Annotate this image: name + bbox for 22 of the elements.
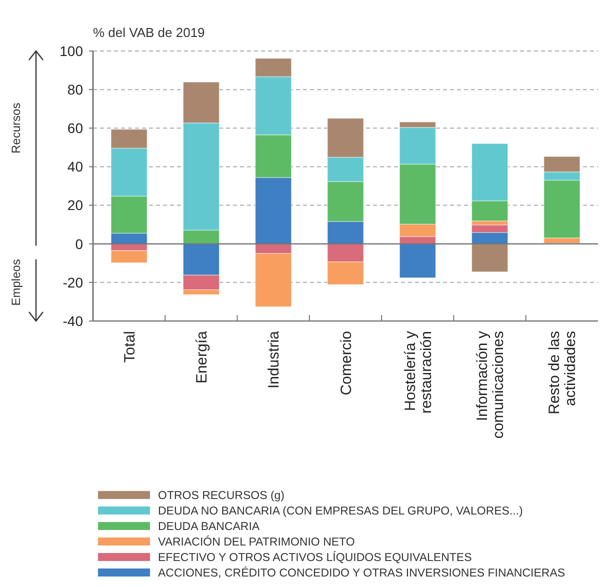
text: Empleos <box>9 259 23 306</box>
x-tick-label: Comercio <box>338 331 355 396</box>
legend-label: DEUDA NO BANCARIA (CON EMPRESAS DEL GRUPO, VALORES...) <box>158 506 524 518</box>
x-tick-label: Total <box>121 331 138 363</box>
legend-label: VARIACIÓN DEL PATRIMONIO NETO <box>158 536 355 549</box>
y-tick-label: -20 <box>62 274 84 290</box>
legend-label: DEUDA BANCARIA <box>158 521 260 534</box>
x-tick-label: Hostelería y restauración <box>402 330 435 414</box>
y-axis-title: % del VAB de 2019 <box>93 25 205 40</box>
text: Recursos <box>9 102 23 154</box>
y-tick-label: 40 <box>67 158 84 175</box>
legend-label: EFECTIVO Y OTROS ACTIVOS LÍQUIDOS EQUIVALENTES <box>158 551 472 564</box>
y-tick-label: 100 <box>60 42 84 59</box>
x-tick-label: Industria <box>266 330 283 389</box>
y-tick-label: 60 <box>67 120 84 136</box>
y-tick-label: 80 <box>67 81 84 98</box>
y-tick-label: 0 <box>75 236 84 252</box>
legend-label: OTROS RECURSOS (g) <box>158 490 285 502</box>
y-tick-label: 20 <box>67 197 84 214</box>
y-tick-label: -40 <box>62 312 84 329</box>
legend-label: ACCIONES, CRÉDITO CONCEDIDO Y OTRAS INVERSIONES FINANCIERAS <box>158 566 566 580</box>
x-tick-label: Energía <box>193 330 210 384</box>
